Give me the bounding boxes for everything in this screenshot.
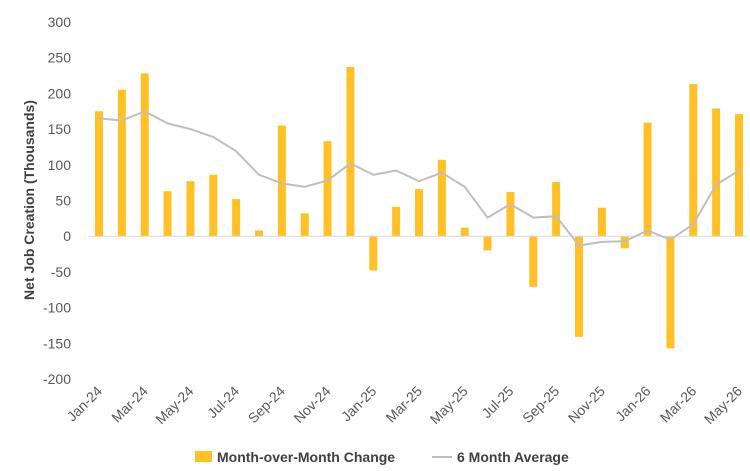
x-tick-label: Mar-24 bbox=[108, 383, 151, 426]
bar bbox=[117, 89, 126, 237]
bar bbox=[689, 84, 698, 237]
y-tick-label: 0 bbox=[63, 228, 71, 244]
bar bbox=[415, 189, 423, 237]
x-tick-label: Nov-25 bbox=[565, 383, 608, 426]
x-tick-label: Jul-25 bbox=[478, 383, 516, 421]
legend-bar-label: Month-over-Month Change bbox=[217, 449, 395, 465]
x-tick-label: Jan-25 bbox=[338, 383, 380, 425]
x-tick-label: Nov-24 bbox=[290, 383, 333, 426]
x-tick-label: Jan-26 bbox=[612, 383, 654, 425]
y-tick-label: 50 bbox=[55, 193, 71, 209]
bar bbox=[666, 236, 675, 349]
average-line bbox=[98, 110, 740, 247]
bar bbox=[643, 122, 652, 237]
y-tick-label: -50 bbox=[51, 264, 71, 280]
bar bbox=[735, 114, 743, 237]
bar bbox=[255, 230, 263, 237]
bar bbox=[232, 199, 241, 237]
y-tick-label: -100 bbox=[43, 300, 71, 316]
y-tick-labels: 300 250 200 150 100 50 0 -50 -100 -150 -200 bbox=[43, 14, 71, 387]
y-axis-title-group: Net Job Creation (Thousands) bbox=[21, 100, 37, 300]
bar bbox=[163, 191, 172, 237]
bar bbox=[95, 111, 103, 237]
x-tick-label: Mar-26 bbox=[657, 383, 700, 426]
x-tick-label: May-25 bbox=[427, 383, 471, 427]
bar bbox=[323, 141, 332, 237]
x-tick-label: Sep-25 bbox=[519, 383, 562, 426]
x-tick-label: Jul-24 bbox=[204, 383, 242, 421]
bar bbox=[186, 181, 195, 237]
bar bbox=[437, 159, 446, 237]
bar bbox=[369, 236, 378, 271]
bar bbox=[483, 236, 492, 251]
y-tick-label: -200 bbox=[43, 371, 71, 387]
y-tick-label: 150 bbox=[48, 121, 72, 137]
y-axis-title: Net Job Creation (Thousands) bbox=[21, 100, 37, 300]
bar bbox=[529, 236, 538, 287]
legend-bar-swatch bbox=[195, 451, 212, 462]
x-tick-labels: Jan-24 Mar-24 May-24 Jul-24 Sep-24 Nov-24 Jan-… bbox=[64, 383, 746, 427]
y-tick-label: 100 bbox=[48, 157, 72, 173]
bar bbox=[209, 174, 218, 237]
y-tick-label: 200 bbox=[48, 85, 72, 101]
bar bbox=[392, 206, 401, 237]
x-tick-label: May-26 bbox=[701, 383, 745, 427]
y-tick-label: 250 bbox=[48, 50, 72, 66]
bar bbox=[140, 73, 149, 237]
legend-line-label: 6 Month Average bbox=[457, 449, 569, 465]
bar bbox=[552, 181, 561, 237]
bar bbox=[346, 66, 355, 237]
bar bbox=[506, 191, 515, 237]
x-tick-label: Jan-24 bbox=[64, 383, 106, 425]
y-tick-label: -150 bbox=[43, 335, 71, 351]
bar-series bbox=[95, 66, 743, 349]
bar bbox=[300, 213, 309, 237]
x-tick-label: Mar-25 bbox=[382, 383, 425, 426]
bar bbox=[620, 236, 629, 249]
x-tick-label: May-24 bbox=[152, 383, 196, 427]
y-tick-label: 300 bbox=[48, 14, 72, 30]
bar bbox=[460, 227, 469, 237]
bar bbox=[712, 108, 721, 237]
bar bbox=[277, 125, 286, 237]
bar bbox=[597, 207, 606, 237]
legend: Month-over-Month Change 6 Month Average bbox=[195, 449, 569, 465]
x-tick-label: Sep-24 bbox=[245, 383, 288, 426]
bar bbox=[575, 236, 583, 337]
